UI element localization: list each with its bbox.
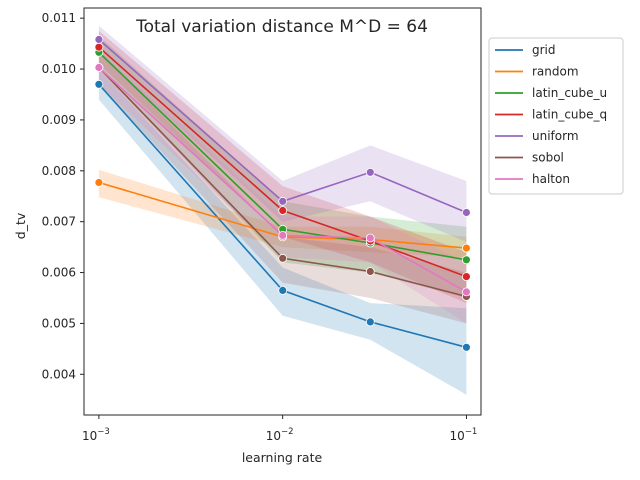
point-latin_cube_q-1 xyxy=(278,206,288,215)
y-axis-label: d_tv xyxy=(13,212,28,239)
point-halton-2 xyxy=(365,233,375,243)
point-grid-2 xyxy=(365,317,375,327)
point-grid-0 xyxy=(94,79,104,89)
point-grid-1 xyxy=(278,285,288,295)
band-latin_cube_u xyxy=(98,36,467,298)
confidence-bands xyxy=(98,25,467,395)
legend-label-random: random xyxy=(532,65,579,79)
line-sobol xyxy=(98,66,467,298)
line-random xyxy=(98,181,467,249)
point-uniform-3 xyxy=(461,208,471,217)
legend-label-grid: grid xyxy=(532,43,556,57)
band-grid xyxy=(98,69,467,395)
x-axis-label: learning rate xyxy=(242,450,323,465)
x-tick-label-0: 10−3 xyxy=(82,427,110,443)
band-halton xyxy=(98,51,467,324)
legend-label-halton: halton xyxy=(532,172,570,186)
band-random xyxy=(98,169,467,258)
y-tick-label-5: 0.009 xyxy=(42,113,76,127)
point-random-3 xyxy=(461,243,471,253)
legend-frame xyxy=(488,37,624,195)
series-markers xyxy=(94,35,471,352)
line-halton xyxy=(98,66,467,293)
legend-label-latin_cube_u: latin_cube_u xyxy=(532,86,607,100)
point-uniform-0 xyxy=(94,35,104,44)
legend-label-uniform: uniform xyxy=(532,129,579,143)
line-latin_cube_q xyxy=(98,46,467,278)
line-grid xyxy=(98,83,467,349)
y-axis-ticks: 0.004 0.005 0.006 0.007 0.008 0.009 0.010 0.011 xyxy=(42,11,84,381)
legend: grid random latin_cube_u latin_cube_qunifor… xyxy=(488,37,624,195)
y-tick-label-3: 0.007 xyxy=(42,215,76,229)
point-sobol-1 xyxy=(278,253,288,263)
line-uniform xyxy=(98,38,467,214)
legend-label-sobol: sobol xyxy=(532,151,564,165)
legend-label-latin_cube_q: latin_cube_q xyxy=(532,108,607,122)
band-sobol xyxy=(98,51,467,324)
point-random-0 xyxy=(94,178,104,187)
y-tick-label-7: 0.011 xyxy=(42,11,76,25)
point-halton-0 xyxy=(94,63,104,72)
point-latin_cube_q-3 xyxy=(461,272,471,282)
x-axis-ticks: 10−3 10−2 10−1 xyxy=(82,415,477,443)
series-lines xyxy=(98,38,467,349)
y-tick-label-1: 0.005 xyxy=(42,316,76,330)
point-latin_cube_u-3 xyxy=(461,255,471,265)
x-tick-label-1: 10−2 xyxy=(266,427,294,443)
point-sobol-2 xyxy=(365,267,375,276)
point-halton-3 xyxy=(461,287,471,297)
band-latin_cube_q xyxy=(98,30,467,304)
point-halton-1 xyxy=(278,230,288,240)
y-tick-label-0: 0.004 xyxy=(42,367,76,381)
point-uniform-1 xyxy=(278,196,288,206)
point-uniform-2 xyxy=(365,167,375,177)
band-uniform xyxy=(98,25,467,242)
y-tick-label-6: 0.010 xyxy=(42,62,76,76)
x-tick-label-2: 10−1 xyxy=(450,427,478,443)
point-grid-3 xyxy=(461,342,471,352)
point-latin_cube_q-0 xyxy=(94,42,104,52)
y-tick-label-2: 0.006 xyxy=(42,266,76,280)
y-tick-label-4: 0.008 xyxy=(42,164,76,178)
chart-title: Total variation distance M^D = 64 xyxy=(135,17,428,37)
